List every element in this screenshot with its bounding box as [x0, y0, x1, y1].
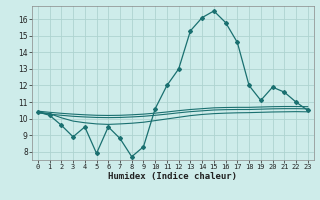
X-axis label: Humidex (Indice chaleur): Humidex (Indice chaleur)	[108, 172, 237, 181]
